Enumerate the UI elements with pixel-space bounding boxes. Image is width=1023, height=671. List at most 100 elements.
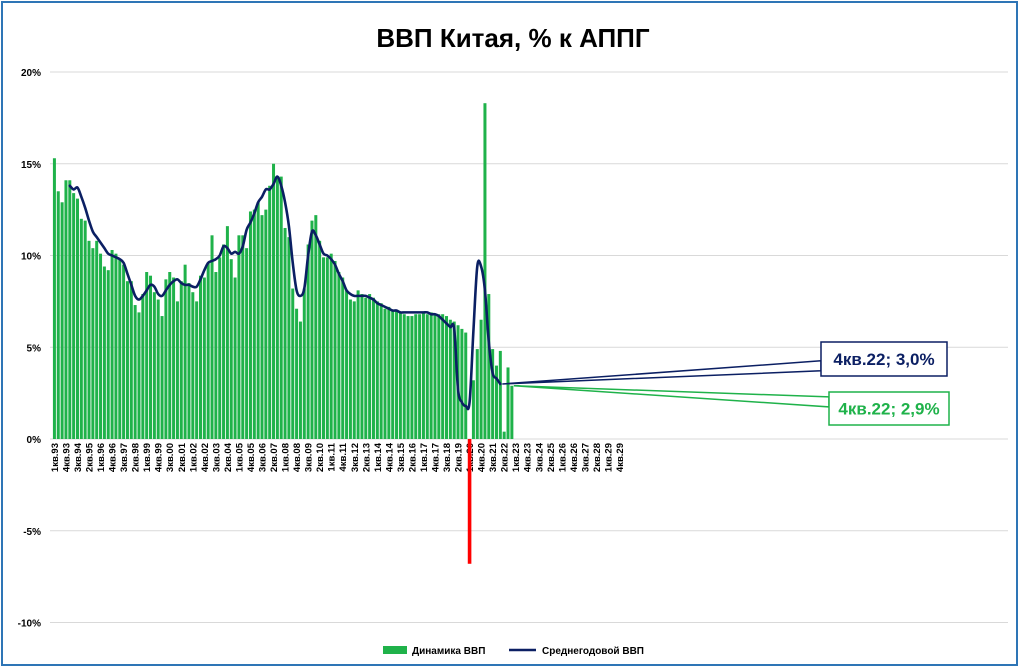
x-tick-label: 4кв.29 <box>615 443 626 472</box>
x-tick-label: 1кв.99 <box>142 443 153 472</box>
x-tick-label: 2кв.28 <box>592 443 603 472</box>
line-series <box>68 175 502 411</box>
bar <box>379 303 383 439</box>
bar <box>498 350 502 439</box>
bar <box>229 259 233 439</box>
bar <box>483 103 487 439</box>
bar <box>345 290 349 439</box>
bar <box>464 332 468 439</box>
bar <box>391 310 395 439</box>
bar <box>337 272 341 439</box>
bar <box>106 270 110 439</box>
legend-item-avg-gdp[interactable]: Среднегодовой ВВП <box>509 646 644 657</box>
x-tick-label: 3кв.21 <box>488 442 499 472</box>
x-tick-label: 4кв.02 <box>200 443 211 472</box>
bar <box>195 301 199 439</box>
bar <box>175 301 179 439</box>
bar <box>306 244 310 439</box>
bar <box>125 281 129 439</box>
bar <box>110 249 114 439</box>
legend[interactable]: Динамика ВВП Среднегодовой ВВП <box>383 646 644 657</box>
bar <box>237 235 241 439</box>
bar <box>245 248 249 439</box>
bar <box>118 259 122 439</box>
bar <box>218 257 222 439</box>
bar <box>502 431 506 439</box>
bar <box>314 215 318 439</box>
x-tick-label: 2кв.04 <box>223 442 234 472</box>
bar <box>302 288 306 439</box>
x-tick-label: 4кв.23 <box>523 443 534 472</box>
bar <box>210 235 214 439</box>
x-tick-label: 2кв.01 <box>177 442 188 472</box>
bar <box>114 253 118 439</box>
x-tick-label: 4кв.93 <box>61 443 72 472</box>
bar <box>187 283 191 439</box>
bar <box>83 220 87 439</box>
bar <box>172 277 176 439</box>
bar <box>364 297 368 439</box>
x-tick-label: 4кв.11 <box>338 442 349 471</box>
x-tick-label: 3кв.03 <box>211 443 222 472</box>
callout-gdp-dynamics: 4кв.22; 2,9% <box>513 385 950 426</box>
bar <box>383 308 387 439</box>
bar <box>60 202 64 439</box>
bar <box>375 301 379 439</box>
y-axis-ticks: 20% 15% 10% 5% 0% -5% -10% <box>18 68 41 630</box>
bar <box>279 176 283 439</box>
bar <box>225 226 229 439</box>
x-tick-label: 1кв.29 <box>603 443 614 472</box>
chart-title: ВВП Китая, % к АППГ <box>376 23 650 53</box>
bar <box>410 316 414 439</box>
bar <box>437 314 441 439</box>
y-tick-label: 0% <box>27 435 42 446</box>
callout-pointer <box>502 359 822 385</box>
bar <box>256 202 260 439</box>
avg-gdp-line <box>68 175 502 411</box>
legend-item-gdp-dynamics[interactable]: Динамика ВВП <box>383 646 485 657</box>
bar <box>133 305 137 439</box>
bar <box>298 321 302 439</box>
bar <box>260 215 264 439</box>
callout-label: 4кв.22; 2,9% <box>838 400 939 419</box>
marker-bar <box>467 439 472 564</box>
x-tick-label: 4кв.14 <box>384 442 395 472</box>
bar <box>325 257 329 439</box>
bar <box>75 198 79 439</box>
x-tick-label: 3кв.18 <box>442 443 453 472</box>
bar <box>333 261 337 439</box>
bar <box>137 312 141 439</box>
bar <box>79 218 83 439</box>
bar <box>406 316 410 439</box>
x-tick-label: 4кв.96 <box>108 443 119 472</box>
bar <box>448 319 452 439</box>
x-tick-label: 2кв.16 <box>407 443 418 472</box>
x-tick-label: 3кв.24 <box>534 442 545 472</box>
x-tick-label: 4кв.08 <box>292 443 303 472</box>
bar <box>433 314 437 439</box>
bar <box>418 314 422 439</box>
bar <box>252 209 256 439</box>
bar <box>506 367 510 439</box>
bar <box>283 227 287 439</box>
bar <box>241 235 245 439</box>
bar <box>510 385 514 439</box>
x-tick-label: 4кв.17 <box>430 443 441 472</box>
x-tick-label: 1кв.02 <box>188 443 199 472</box>
bar <box>287 237 291 439</box>
bar <box>233 277 237 439</box>
x-tick-label: 1кв.08 <box>281 443 292 472</box>
bar <box>268 185 272 439</box>
callout-pointer <box>513 385 830 408</box>
bar <box>371 297 375 439</box>
x-axis-ticks: 1кв.93 4кв.93 3кв.94 2кв.95 1кв.96 4кв.96 3кв.… <box>50 442 626 472</box>
bar <box>191 292 195 439</box>
callout-box <box>820 341 948 377</box>
x-tick-label: 1кв.05 <box>234 442 245 472</box>
bar <box>72 193 76 439</box>
x-tick-label: 2кв.10 <box>315 443 326 472</box>
chart: ВВП Китая, % к АППГ 20% 15% 10% 5% 0% -5% -10%… <box>18 23 1008 657</box>
bar <box>95 240 99 439</box>
bar-series <box>52 103 514 439</box>
bar <box>479 319 483 439</box>
